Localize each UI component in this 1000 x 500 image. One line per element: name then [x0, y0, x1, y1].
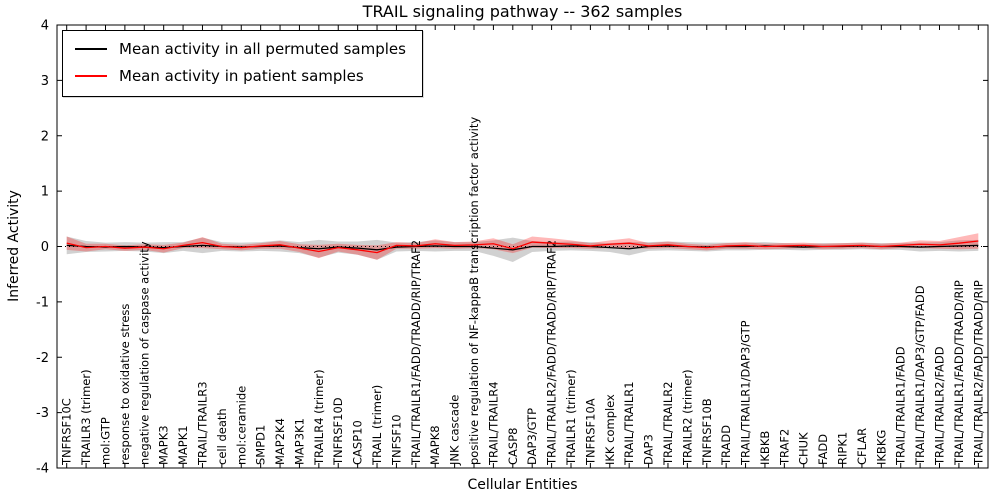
x-tick-label: mol:ceramide	[234, 386, 248, 465]
x-tick-label: TRAIL/TRAILR1/DAP3/GTP/FADD	[913, 285, 927, 466]
series-line-1	[66, 240, 979, 254]
legend-line-swatch	[75, 75, 107, 77]
x-tick-label: TNFRSF10C	[60, 398, 74, 466]
x-tick-label: negative regulation of caspase activity	[137, 241, 151, 465]
legend-item: Mean activity in patient samples	[75, 67, 406, 85]
x-tick-label: TNFRSF10D	[331, 397, 345, 466]
y-tick-label: -3	[36, 406, 49, 421]
x-tick-label: TRAIL/TRAILR3	[195, 381, 209, 466]
x-tick-label: TRADD	[719, 425, 733, 466]
x-tick-label: CASP10	[351, 420, 365, 465]
x-tick-label: cell death	[215, 408, 229, 465]
legend-item: Mean activity in all permuted samples	[75, 40, 406, 58]
x-tick-label: TRAIL/TRAILR1	[622, 381, 636, 466]
y-tick-label: 0	[41, 240, 49, 255]
confidence-band-0	[66, 236, 979, 263]
x-tick-label: TRAIL/TRAILR2/FADD/TRADD/RIP/TRAF2	[545, 240, 559, 466]
x-tick-labels: TNFRSF10C TRAILR3 (trimer) mol:GTP response…	[60, 117, 986, 466]
x-tick-label: CFLAR	[855, 428, 869, 465]
x-tick-label: DAP3	[642, 434, 656, 465]
x-tick-label: CHUK	[797, 432, 811, 465]
x-tick-label: TRAILR3 (trimer)	[79, 369, 93, 466]
y-tick-label: 2	[41, 129, 49, 144]
x-tick-label: RIPK1	[836, 432, 850, 465]
x-tick-label: TRAILR2 (trimer)	[680, 369, 694, 466]
x-tick-label: TRAIL/TRAILR1/FADD/TRADD/RIP/TRAF2	[409, 240, 423, 466]
legend-item-label: Mean activity in all permuted samples	[119, 40, 406, 58]
x-tick-label: IKK complex	[603, 394, 617, 465]
x-tick-label: TRAILR1 (trimer)	[564, 369, 578, 466]
x-tick-label: TNFRSF10B	[700, 398, 714, 466]
confidence-band-1	[66, 233, 979, 260]
x-tick-label: TRAF2	[777, 429, 791, 466]
x-tick-label: TRAIL/TRAILR1/DAP3/GTP	[739, 320, 753, 466]
x-tick-label: TRAIL/TRAILR2	[661, 381, 675, 466]
x-tick-label: TRAIL (trimer)	[370, 385, 384, 466]
x-tick-label: IKBKB	[758, 431, 772, 465]
x-tick-label: MAPK3	[157, 425, 171, 465]
x-tick-label: positive regulation of NF-kappaB transcr…	[467, 117, 481, 465]
y-tick-label: -2	[36, 351, 49, 366]
legend: Mean activity in all permuted samples Me…	[62, 30, 423, 97]
x-tick-label: MAP3K1	[292, 418, 306, 465]
x-tick-label: IKBKG	[874, 430, 888, 465]
x-tick-label: TRAIL/TRAILR2/FADD/TRADD/RIP	[971, 280, 985, 466]
x-tick-label: TRAIL/TRAILR2/FADD	[933, 346, 947, 466]
x-axis-label: Cellular Entities	[467, 477, 578, 493]
x-tick-label: TRAIL/TRAILR1/FADD	[894, 346, 908, 466]
x-tick-label: mol:GTP	[98, 417, 112, 465]
x-tick-label: TNFSF10	[389, 414, 403, 466]
x-tick-label: TRAIL/TRAILR4	[486, 381, 500, 466]
legend-line-swatch	[75, 48, 107, 50]
y-tick-label: 1	[41, 185, 49, 200]
x-tick-label: TRAILR4 (trimer)	[312, 369, 326, 466]
y-tick-label: 4	[41, 19, 49, 34]
x-tick-label: CASP8	[506, 428, 520, 465]
x-tick-label: JNK cascade	[448, 395, 462, 466]
chart-title: TRAIL signaling pathway -- 362 samples	[362, 2, 683, 21]
x-tick-label: response to oxidative stress	[118, 304, 132, 465]
x-tick-label: MAP2K4	[273, 418, 287, 465]
x-tick-label: MAPK8	[428, 425, 442, 465]
y-axis-label: Inferred Activity	[6, 190, 22, 302]
x-tick-label: SMPD1	[254, 425, 268, 465]
legend-item-label: Mean activity in patient samples	[119, 67, 364, 85]
x-tick-label: FADD	[816, 434, 830, 465]
y-tick-label: 3	[41, 74, 49, 89]
x-tick-label: TRAIL/TRAILR1/FADD/TRADD/RIP	[952, 280, 966, 466]
x-tick-label: DAP3/GTP	[525, 408, 539, 465]
x-tick-label: MAPK1	[176, 425, 190, 465]
y-tick-label: -4	[36, 462, 49, 477]
y-tick-label: -1	[36, 295, 49, 310]
x-tick-label: TNFRSF10A	[583, 398, 597, 466]
